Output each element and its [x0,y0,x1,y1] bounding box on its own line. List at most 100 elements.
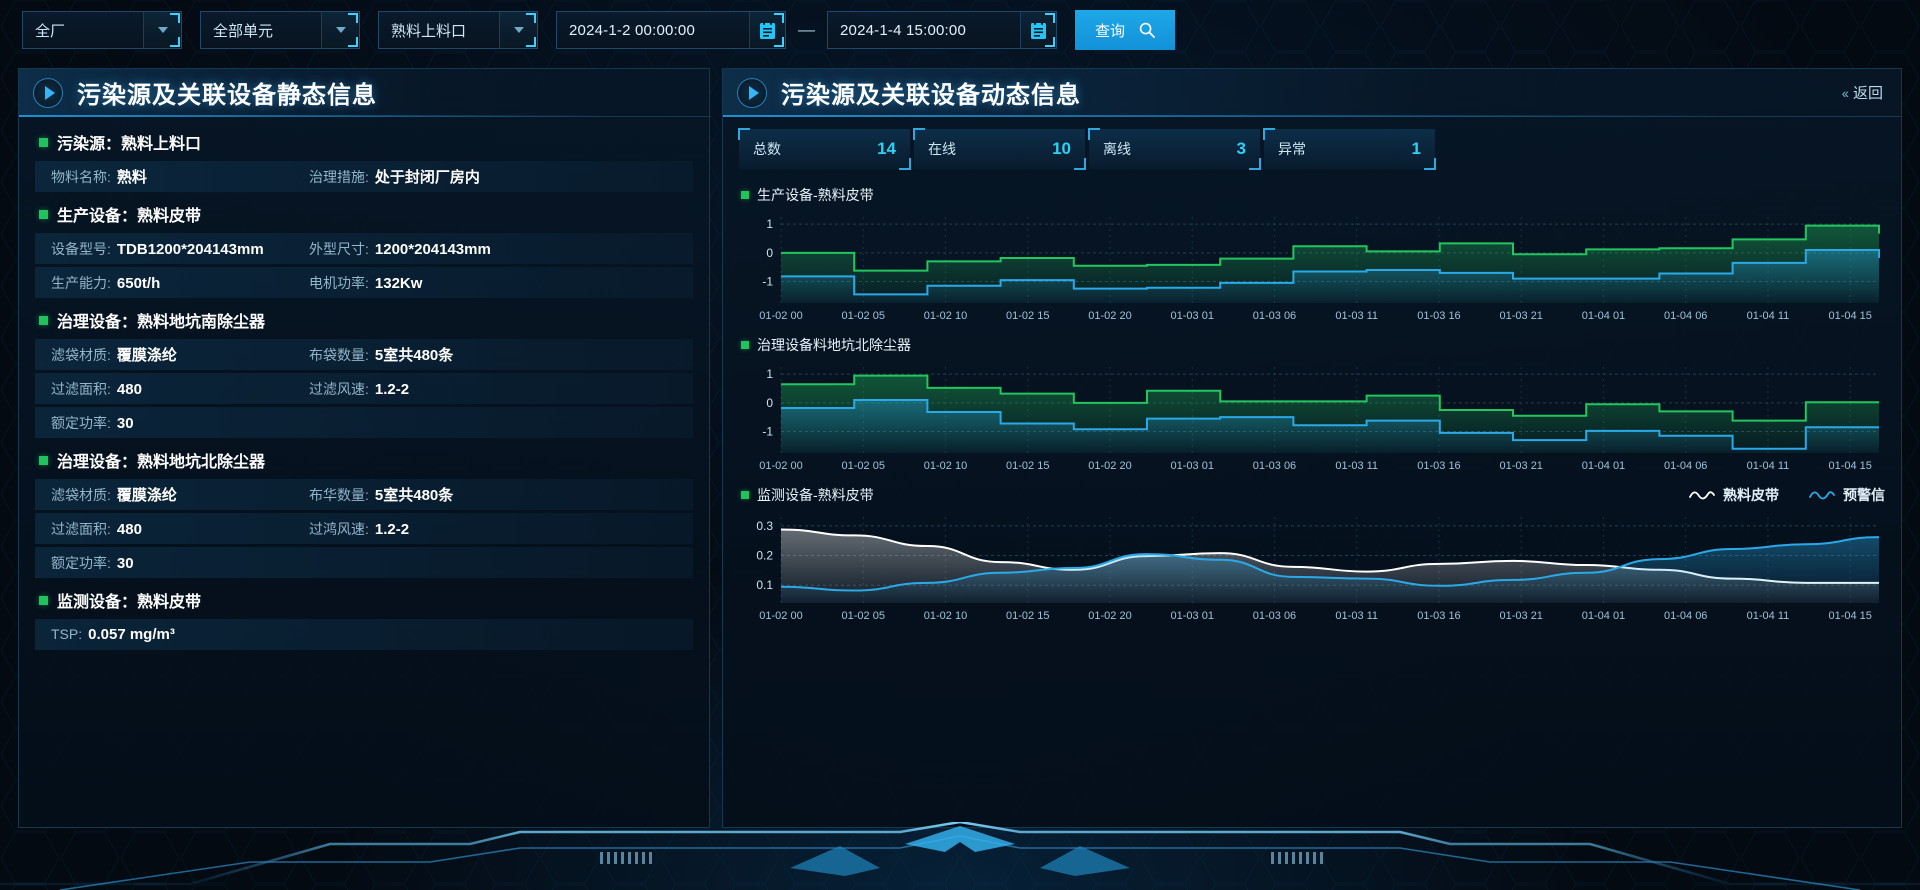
svg-text:01-03 01: 01-03 01 [1171,310,1214,322]
chart-0-title-row: 生产设备-熟料皮带 [739,179,1885,207]
info-cell: TSP: 0.057 mg/m³ [35,626,293,643]
unit-select[interactable]: 全部单元 [200,11,360,49]
info-cell: 过滤面积: 480 [35,519,293,539]
legend-item-label: 熟料皮带 [1723,487,1779,503]
svg-text:01-03 16: 01-03 16 [1417,610,1460,622]
info-value: 132Kw [374,274,423,292]
svg-text:01-03 11: 01-03 11 [1335,460,1378,472]
svg-text:01-02 15: 01-02 15 [1006,460,1049,472]
unit-select-value: 全部单元 [213,22,274,40]
info-group-label: 治理设备：熟料地坑南除尘器 [57,314,266,331]
dynamic-info-panel: 污染源及关联设备动态信息 ‹‹ 返回 总数 14 在线 10 离线 3 异常 1 生产设备-熟… [722,68,1902,828]
bottom-decoration [0,822,1920,890]
static-info-panel: 污染源及关联设备静态信息 污染源：熟料上料口 物料名称: 熟料 治理措施: 处于封闭厂房… [18,68,710,828]
info-key: 布华数量: [309,487,369,503]
chart-block-1: 治理设备料地坑北除尘器 1 0 -1 01-02 00 01-02 05 01-02 10… [723,325,1901,475]
info-group-header: 生产设备：熟料皮带 [35,195,693,233]
info-value: 0.057 mg/m³ [88,626,175,643]
start-datetime-value: 2024-1-2 00:00:00 [569,21,696,39]
svg-text:01-04 01: 01-04 01 [1582,610,1625,622]
static-info-list: 污染源：熟料上料口 物料名称: 熟料 治理措施: 处于封闭厂房内 生产设备：熟料皮带 设备型… [19,117,709,650]
info-cell: 电机功率: 132Kw [293,273,693,293]
chart-2-title-row: 监测设备-熟料皮带 熟料皮带 预警信 [739,479,1885,507]
info-row: 滤袋材质: 覆膜涤纶 布华数量: 5室共480条 [35,479,693,510]
info-cell: 物料名称: 熟料 [35,166,293,187]
info-key: 治理措施: [309,169,369,185]
info-value: 覆膜涤纶 [116,487,177,504]
chart-1-title-row: 治理设备料地坑北除尘器 [739,329,1885,357]
svg-text:-1: -1 [762,275,773,289]
info-group-label: 治理设备：熟料地坑北除尘器 [57,454,266,471]
info-cell: 过滤风速: 1.2-2 [293,379,693,399]
svg-text:01-02 20: 01-02 20 [1088,460,1131,472]
status-card-2[interactable]: 离线 3 [1088,128,1261,170]
info-cell: 滤袋材质: 覆膜涤纶 [35,344,293,365]
info-value: 480 [116,520,142,538]
info-key: 物料名称: [51,169,111,185]
info-value: TDB1200*204143mm [116,240,264,258]
info-cell: 过滤面积: 480 [35,379,293,399]
status-card-1[interactable]: 在线 10 [913,128,1086,170]
info-key: 额定功率: [51,414,111,431]
plant-select[interactable]: 全厂 [22,11,182,49]
info-cell: 额定功率: 30 [35,413,293,433]
legend-item-0[interactable]: 熟料皮带 [1689,485,1779,505]
info-cell: 外型尺寸: 1200*204143mm [293,239,693,259]
double-chevron-left-icon: ‹‹ [1841,84,1849,101]
info-row: 滤袋材质: 覆膜涤纶 布袋数量: 5室共480条 [35,339,693,370]
info-value: 30 [116,554,134,572]
info-value: 650t/h [116,274,161,292]
wave-icon [1689,491,1715,500]
calendar-icon[interactable] [749,12,785,48]
svg-text:01-02 20: 01-02 20 [1088,310,1131,322]
status-card-value: 3 [1236,139,1246,158]
legend-item-1[interactable]: 预警信 [1809,485,1885,505]
info-cell: 布袋数量: 5室共480条 [293,344,693,365]
chevron-down-icon[interactable] [143,12,181,48]
bullet-square-icon [741,191,749,199]
svg-text:0: 0 [766,396,773,410]
info-group-header: 治理设备：熟料地坑南除尘器 [35,301,693,339]
svg-text:01-02 10: 01-02 10 [924,460,967,472]
back-button[interactable]: ‹‹ 返回 [1842,82,1883,103]
chevron-down-icon[interactable] [321,12,359,48]
source-select[interactable]: 熟料上料口 [378,11,538,49]
status-card-label: 在线 [928,141,956,157]
info-value: 覆膜涤纶 [116,347,177,364]
svg-text:01-03 21: 01-03 21 [1500,610,1543,622]
status-card-0[interactable]: 总数 14 [738,128,911,170]
svg-text:01-03 16: 01-03 16 [1417,460,1460,472]
status-card-value: 10 [1052,139,1071,158]
svg-text:01-04 01: 01-04 01 [1582,460,1625,472]
chart-1-canvas: 1 0 -1 01-02 00 01-02 05 01-02 10 01-02 15 01-0… [739,357,1887,475]
svg-text:01-03 06: 01-03 06 [1253,310,1296,322]
info-row: 过滤面积: 480 过滤风速: 1.2-2 [35,373,693,404]
end-datetime-value: 2024-1-4 15:00:00 [840,21,967,39]
chevron-down-icon[interactable] [499,12,537,48]
bullet-square-icon [39,209,48,219]
status-card-3[interactable]: 异常 1 [1263,128,1436,170]
source-select-value: 熟料上料口 [391,22,467,40]
filter-toolbar: 全厂 全部单元 熟料上料口 2024-1-2 00:00:00 — 2024-1… [0,0,1920,60]
end-datetime-input[interactable]: 2024-1-4 15:00:00 [827,11,1057,49]
chart-block-0: 生产设备-熟料皮带 1 0 -1 01-02 00 01-02 05 01-02 10 01… [723,175,1901,325]
start-datetime-input[interactable]: 2024-1-2 00:00:00 [556,11,786,49]
svg-text:01-03 21: 01-03 21 [1500,310,1543,322]
status-summary-cards: 总数 14 在线 10 离线 3 异常 1 [723,117,1901,175]
info-key: TSP: [51,626,83,642]
svg-text:01-03 01: 01-03 01 [1171,610,1214,622]
info-row: 设备型号: TDB1200*204143mm 外型尺寸: 1200*204143mm [35,233,693,264]
svg-text:01-04 06: 01-04 06 [1664,460,1707,472]
svg-text:0.1: 0.1 [756,578,773,592]
query-button[interactable]: 查询 [1075,10,1175,50]
query-button-label: 查询 [1094,22,1125,40]
info-cell: 布华数量: 5室共480条 [293,484,693,505]
back-button-label: 返回 [1852,85,1883,102]
status-card-label: 离线 [1103,141,1131,157]
status-card-label: 异常 [1278,141,1306,157]
static-info-panel-header: 污染源及关联设备静态信息 [19,69,709,117]
info-cell: 设备型号: TDB1200*204143mm [35,239,293,259]
calendar-icon[interactable] [1020,12,1056,48]
chart-0-canvas: 1 0 -1 01-02 00 01-02 05 01-02 10 01-02 15 01-0… [739,207,1887,325]
info-value: 熟料 [116,169,147,186]
